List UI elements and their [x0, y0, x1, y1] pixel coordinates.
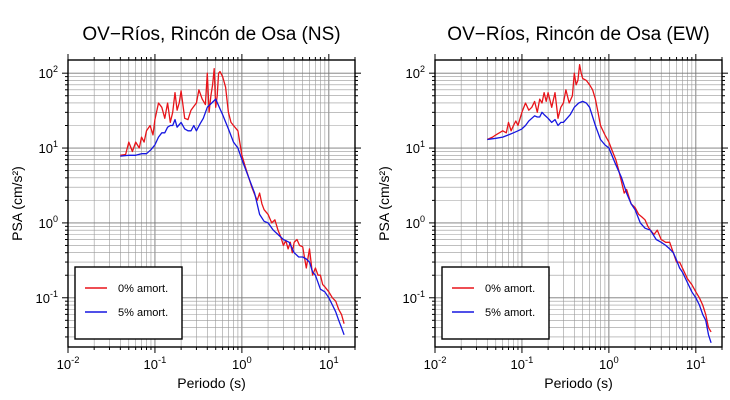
x-tick-label: 101	[319, 355, 339, 372]
legend-box	[441, 266, 550, 340]
x-tick-label: 100	[599, 355, 619, 372]
x-tick-label: 100	[232, 355, 252, 372]
x-tick-label: 10-2	[424, 355, 447, 372]
y-tick-label: 102	[406, 64, 425, 81]
y-tick-label: 100	[406, 214, 425, 231]
legend-label: 5% amort.	[118, 307, 168, 319]
legend-box	[74, 266, 183, 340]
series-line-blue	[487, 100, 712, 344]
chart-title: OV−Ríos, Rincón de Osa (NS)	[82, 24, 340, 45]
y-tick-label: 100	[39, 214, 58, 231]
legend-label: 0% amort.	[485, 283, 535, 295]
legend-label: 0% amort.	[118, 283, 168, 295]
series-line-red	[487, 64, 712, 333]
y-tick-label: 101	[39, 139, 58, 156]
x-axis-label: Periodo (s)	[544, 375, 612, 391]
chart-panel-2: 10-2 10-1 100 101 10-1 100 101 102 OV−Ríos, Rinc…	[376, 24, 728, 391]
x-tick-label: 10-1	[144, 355, 167, 372]
legend-label: 5% amort.	[485, 307, 535, 319]
legend: 0% amort. 5% amort.	[74, 266, 183, 340]
plot-frame	[434, 59, 723, 348]
y-tick-label: 102	[39, 64, 58, 81]
x-tick-label: 10-1	[511, 355, 534, 372]
y-tick-label: 10-1	[403, 289, 425, 306]
x-tick-label: 10-2	[57, 355, 80, 372]
y-axis-label: PSA (cm/s²)	[9, 166, 25, 241]
x-axis-label: Periodo (s)	[177, 375, 245, 391]
chart-title: OV−Ríos, Rincón de Osa (EW)	[447, 24, 709, 45]
chart-panel-1: 10-2 10-1 100 101 10-1 100 101 102 OV−Ríos, Rinc…	[9, 24, 361, 391]
y-tick-label: 10-1	[36, 289, 58, 306]
y-axis-label: PSA (cm/s²)	[376, 166, 392, 241]
plot-frame	[67, 59, 356, 348]
series-line-blue	[120, 98, 345, 336]
y-tick-label: 101	[406, 139, 425, 156]
legend: 0% amort. 5% amort.	[441, 266, 550, 340]
x-tick-label: 101	[686, 355, 706, 372]
